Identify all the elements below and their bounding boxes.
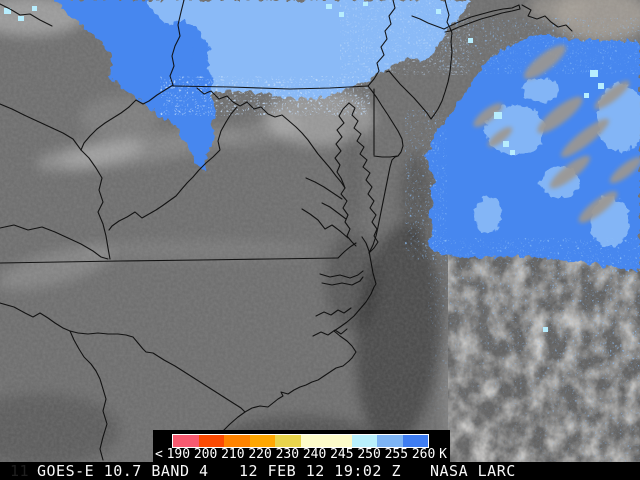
wv-ky-border (80, 149, 111, 260)
potomac-river (196, 87, 346, 189)
status-bar: 11 GOES-E 10.7 BAND 4 12 FEB 12 19:02 Z … (0, 462, 640, 480)
colorbar-segment (402, 435, 428, 447)
colorbar-segment (377, 435, 403, 447)
neuse-river (312, 328, 348, 337)
colorbar-tick-label: 200 (193, 447, 218, 462)
colorbar-labels: <190 200 210 220 230 240 245 250 255 260 K (155, 447, 447, 462)
colorbar-tick-label: 210 (221, 447, 245, 462)
timestamp-label: 12 FEB 12 19:02 Z (239, 462, 402, 480)
colorbar-segment (275, 435, 301, 447)
colorbar-segment (224, 435, 250, 447)
colorbar-segment (326, 435, 352, 447)
albemarle-sound-north (319, 270, 364, 279)
long-island (443, 4, 521, 33)
colorbar-tick-label: 260 (411, 447, 436, 462)
new-england-coast (521, 4, 573, 32)
chesapeake-east-shore (348, 102, 379, 254)
cyan-cloud-patches (4, 2, 604, 332)
outer-banks (333, 236, 377, 359)
instrument-label: GOES-E 10.7 BAND 4 (37, 462, 209, 480)
va-beach-coast (337, 242, 357, 259)
nj-ny-border (411, 15, 445, 30)
colorbar-segment (300, 435, 326, 447)
pamlico-river (315, 307, 352, 317)
ky-va-border (0, 224, 109, 260)
colorbar-tick-label: 255 (384, 447, 409, 462)
colorbar-segment (198, 435, 224, 447)
source-label: NASA LARC (430, 462, 516, 480)
nj-coastline (385, 27, 453, 120)
temperature-colorbar: <190 200 210 220 230 240 245 250 255 260 K (153, 430, 450, 462)
nc-sc-border (69, 330, 246, 413)
colorbar-gradient (172, 434, 429, 448)
colorbar-tick-label: 190 (166, 447, 191, 462)
kentucky-border-west (0, 103, 82, 151)
va-wv-ridge-border (108, 106, 238, 231)
colorbar-tick-label: 240 (302, 447, 327, 462)
chesapeake-west-shore (334, 102, 357, 247)
james-river (301, 208, 349, 239)
colorbar-segment (351, 435, 377, 447)
colorbar-segment (249, 435, 275, 447)
colorbar-tick-label: 245 (330, 447, 354, 462)
rappahannock-river (305, 177, 343, 200)
albemarle-sound-south (321, 276, 364, 286)
va-nc-border (0, 257, 339, 264)
lake-erie-shore (0, 3, 53, 27)
blue-cloud-overlays (4, 0, 640, 462)
satellite-map (0, 0, 640, 462)
mason-dixon-line (172, 85, 369, 90)
hudson-river (444, 0, 451, 29)
york-river (321, 202, 347, 220)
colorbar-segment (173, 435, 199, 447)
colorbar-tick-label: 250 (357, 447, 381, 462)
frame-number: 11 (10, 462, 30, 480)
tn-nc-border (0, 302, 71, 332)
state-borders (0, 0, 573, 462)
delaware-river-border (367, 0, 396, 87)
gray-streaks (473, 44, 640, 223)
colorbar-tick-label: 220 (248, 447, 272, 462)
coastline-carolinas (189, 357, 353, 462)
delmarva-ocean-coast (367, 85, 404, 254)
colorbar-tick-label: 230 (275, 447, 300, 462)
transpeninsular-line (373, 155, 398, 158)
sc-ga-border (69, 330, 108, 461)
colorbar-tick-label: K (439, 447, 447, 462)
colorbar-tick-label: < (155, 447, 163, 462)
pa-ohio-border (169, 0, 185, 86)
ohio-river (80, 84, 174, 151)
